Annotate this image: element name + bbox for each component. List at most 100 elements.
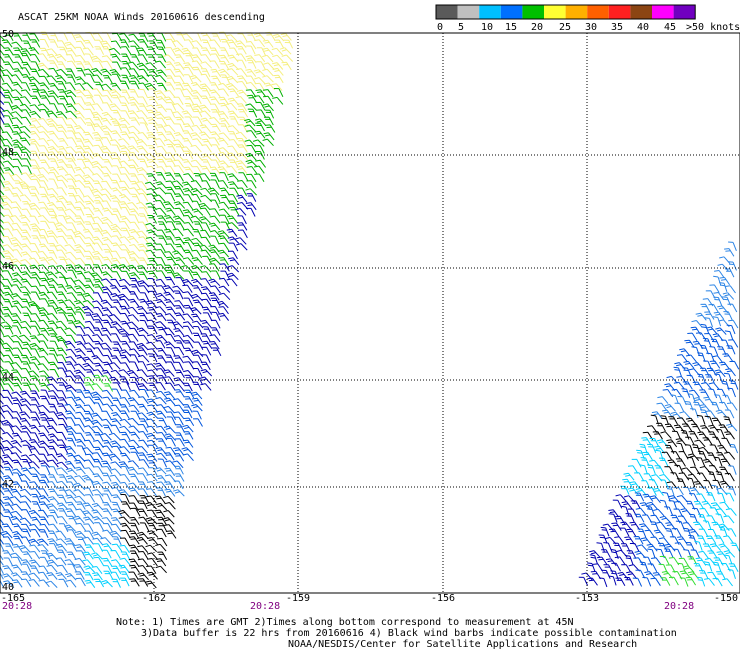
- wind-barb: [203, 313, 212, 321]
- wind-barb: [218, 236, 228, 243]
- wind-barb: [29, 48, 40, 55]
- wind-barb: [723, 293, 734, 300]
- wind-barb: [21, 327, 31, 334]
- wind-barb: [167, 320, 176, 328]
- wind-barb: [59, 96, 68, 104]
- wind-barb: [129, 90, 138, 98]
- wind-barb: [147, 216, 156, 224]
- wind-barb: [129, 565, 139, 572]
- wind-barb: [47, 504, 58, 511]
- wind-barb: [229, 243, 238, 251]
- wind-barb: [184, 341, 194, 349]
- wind-barb: [697, 374, 705, 383]
- wind-barb: [183, 454, 194, 461]
- wind-barb: [39, 153, 49, 161]
- wind-barb: [112, 62, 121, 70]
- wind-barb: [111, 188, 122, 195]
- legend-swatch: [436, 5, 458, 19]
- wind-barb: [59, 313, 68, 321]
- wind-barb: [4, 173, 14, 181]
- wind-barb: [84, 285, 94, 292]
- wind-barb: [155, 307, 166, 314]
- wind-barb: [84, 460, 94, 468]
- wind-barb: [708, 551, 718, 559]
- wind-barb: [175, 474, 185, 482]
- wind-barb: [713, 317, 721, 326]
- wind-barb: [12, 285, 22, 293]
- wind-barb: [730, 361, 739, 369]
- wind-barb: [254, 55, 264, 62]
- wind-barb: [109, 315, 120, 322]
- wind-barb: [616, 578, 625, 586]
- wind-barb: [209, 264, 219, 272]
- map-title: ASCAT 25KM NOAA Winds 20160616 descendin…: [18, 12, 265, 23]
- wind-barb: [40, 221, 49, 229]
- wind-barb: [209, 97, 219, 104]
- wind-barb: [192, 209, 203, 216]
- wind-barb: [166, 159, 176, 167]
- wind-barb: [705, 375, 714, 383]
- lat-label: 48: [2, 147, 14, 158]
- wind-barb: [146, 581, 157, 588]
- wind-barb: [102, 257, 112, 264]
- wind-barb: [726, 509, 737, 516]
- wind-barb: [163, 496, 174, 503]
- wind-barb: [237, 223, 247, 231]
- wind-barb: [719, 362, 729, 369]
- wind-barb: [75, 207, 84, 215]
- wind-barb: [191, 181, 201, 188]
- wind-barb: [684, 361, 695, 368]
- wind-barb: [75, 84, 85, 91]
- wind-barb: [0, 243, 4, 251]
- wind-barb: [21, 455, 32, 462]
- wind-barb: [140, 523, 149, 531]
- wind-barb: [12, 433, 22, 440]
- wind-barb: [148, 354, 157, 362]
- wind-barb: [147, 55, 156, 63]
- wind-barb: [237, 195, 247, 202]
- wind-barb: [246, 208, 255, 216]
- wind-barb: [130, 46, 139, 54]
- wind-barb: [706, 493, 715, 502]
- wind-barb: [65, 245, 76, 252]
- wind-barb: [92, 503, 103, 510]
- wind-barb: [29, 510, 40, 517]
- wind-barb: [147, 174, 157, 182]
- wind-barb: [0, 217, 4, 224]
- wind-barb: [75, 405, 86, 412]
- wind-barb: [57, 285, 67, 293]
- wind-barb: [156, 405, 166, 412]
- wind-barb: [122, 382, 131, 390]
- wind-barb: [3, 161, 14, 168]
- wind-barb: [103, 160, 112, 168]
- wind-barb: [85, 433, 95, 441]
- wind-barb: [12, 82, 23, 89]
- wind-barb: [239, 117, 248, 125]
- wind-barb: [129, 245, 140, 252]
- wind-barb: [102, 308, 113, 315]
- wind-barb: [192, 139, 203, 146]
- wind-barb: [66, 75, 75, 83]
- wind-barb: [39, 292, 50, 299]
- wind-barb: [4, 116, 13, 124]
- wind-barb: [49, 362, 59, 369]
- wind-barb: [165, 277, 175, 285]
- wind-barb: [146, 342, 157, 349]
- wind-barb: [31, 474, 40, 482]
- wind-barb: [12, 279, 23, 286]
- wind-barb: [11, 363, 22, 370]
- wind-barb: [725, 331, 733, 340]
- wind-barb: [246, 33, 255, 41]
- wind-barb: [58, 139, 68, 147]
- wind-barb: [675, 403, 684, 411]
- wind-barb: [183, 326, 192, 334]
- wind-barb: [22, 460, 31, 468]
- wind-barb: [139, 299, 149, 306]
- wind-barb: [166, 48, 176, 56]
- wind-barb: [120, 439, 130, 446]
- wind-barb: [66, 418, 75, 426]
- wind-barb: [112, 110, 121, 118]
- wind-barb: [138, 579, 148, 587]
- wind-barb: [101, 265, 112, 272]
- wind-barb: [147, 166, 157, 173]
